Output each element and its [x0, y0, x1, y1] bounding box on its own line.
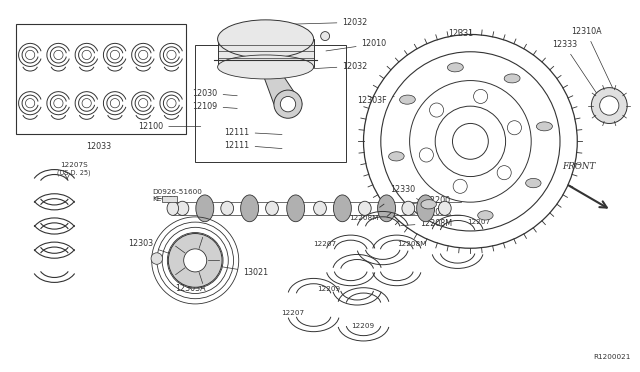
Text: 13021: 13021 — [220, 266, 268, 277]
Ellipse shape — [184, 249, 207, 272]
Text: 12109: 12109 — [193, 102, 237, 110]
Text: 12303A: 12303A — [175, 284, 206, 293]
Polygon shape — [258, 61, 302, 104]
Ellipse shape — [218, 20, 314, 58]
Ellipse shape — [241, 195, 259, 222]
Bar — [162, 196, 177, 202]
Text: 12303F: 12303F — [358, 96, 394, 105]
Ellipse shape — [321, 32, 330, 41]
Text: 12207S: 12207S — [60, 163, 88, 169]
Bar — [16, 24, 186, 134]
Text: 12208M: 12208M — [397, 241, 426, 247]
Ellipse shape — [167, 201, 179, 215]
Text: (US D. 25): (US D. 25) — [57, 170, 90, 176]
Ellipse shape — [591, 88, 627, 124]
Text: 12032: 12032 — [281, 62, 367, 71]
Ellipse shape — [453, 179, 467, 193]
Ellipse shape — [168, 234, 222, 287]
Text: KEY(1): KEY(1) — [152, 196, 177, 202]
Text: 12200A: 12200A — [399, 208, 451, 217]
Text: 12208M: 12208M — [401, 219, 452, 228]
Ellipse shape — [287, 195, 305, 222]
Bar — [195, 45, 346, 162]
Ellipse shape — [314, 201, 326, 215]
Text: 12111: 12111 — [225, 141, 282, 150]
Text: 12010: 12010 — [326, 39, 387, 51]
Text: 12330: 12330 — [390, 185, 429, 207]
Text: 12331: 12331 — [448, 29, 474, 38]
Text: 12209: 12209 — [351, 323, 374, 329]
Text: R1200021: R1200021 — [593, 354, 630, 360]
Text: FRONT: FRONT — [563, 162, 596, 171]
Ellipse shape — [474, 89, 488, 103]
Text: 12310A: 12310A — [571, 27, 614, 92]
Text: 12033: 12033 — [86, 142, 112, 151]
Ellipse shape — [477, 211, 493, 220]
Ellipse shape — [333, 195, 351, 222]
Ellipse shape — [151, 253, 163, 264]
Ellipse shape — [274, 90, 302, 118]
Ellipse shape — [508, 121, 522, 135]
Ellipse shape — [196, 195, 214, 222]
Ellipse shape — [421, 200, 436, 209]
Text: 12032: 12032 — [294, 18, 367, 27]
Text: 12303: 12303 — [129, 239, 171, 254]
Ellipse shape — [417, 195, 435, 222]
Ellipse shape — [280, 96, 296, 112]
Ellipse shape — [429, 103, 444, 117]
Ellipse shape — [218, 55, 314, 79]
Text: 12333: 12333 — [552, 40, 605, 105]
Ellipse shape — [600, 96, 619, 115]
Text: 12207: 12207 — [467, 219, 490, 225]
Ellipse shape — [176, 201, 189, 215]
Ellipse shape — [221, 201, 234, 215]
Text: -12200: -12200 — [406, 196, 451, 205]
Bar — [218, 39, 314, 67]
Text: 12207: 12207 — [314, 241, 337, 247]
Ellipse shape — [378, 195, 396, 222]
Ellipse shape — [399, 95, 415, 104]
Ellipse shape — [402, 201, 415, 215]
Ellipse shape — [504, 74, 520, 83]
Text: 12111: 12111 — [225, 128, 282, 137]
Text: 12209: 12209 — [317, 286, 340, 292]
Text: 12207: 12207 — [282, 311, 305, 317]
Ellipse shape — [447, 63, 463, 72]
Ellipse shape — [438, 201, 451, 215]
Ellipse shape — [388, 152, 404, 161]
Text: 12030: 12030 — [193, 89, 237, 97]
Ellipse shape — [266, 201, 278, 215]
Text: D0926-51600: D0926-51600 — [152, 189, 202, 195]
Ellipse shape — [497, 166, 511, 180]
Text: 12100: 12100 — [138, 122, 201, 131]
Ellipse shape — [358, 201, 371, 215]
Ellipse shape — [419, 148, 433, 162]
Ellipse shape — [536, 122, 552, 131]
Ellipse shape — [525, 179, 541, 188]
Text: 12208M: 12208M — [349, 215, 378, 221]
